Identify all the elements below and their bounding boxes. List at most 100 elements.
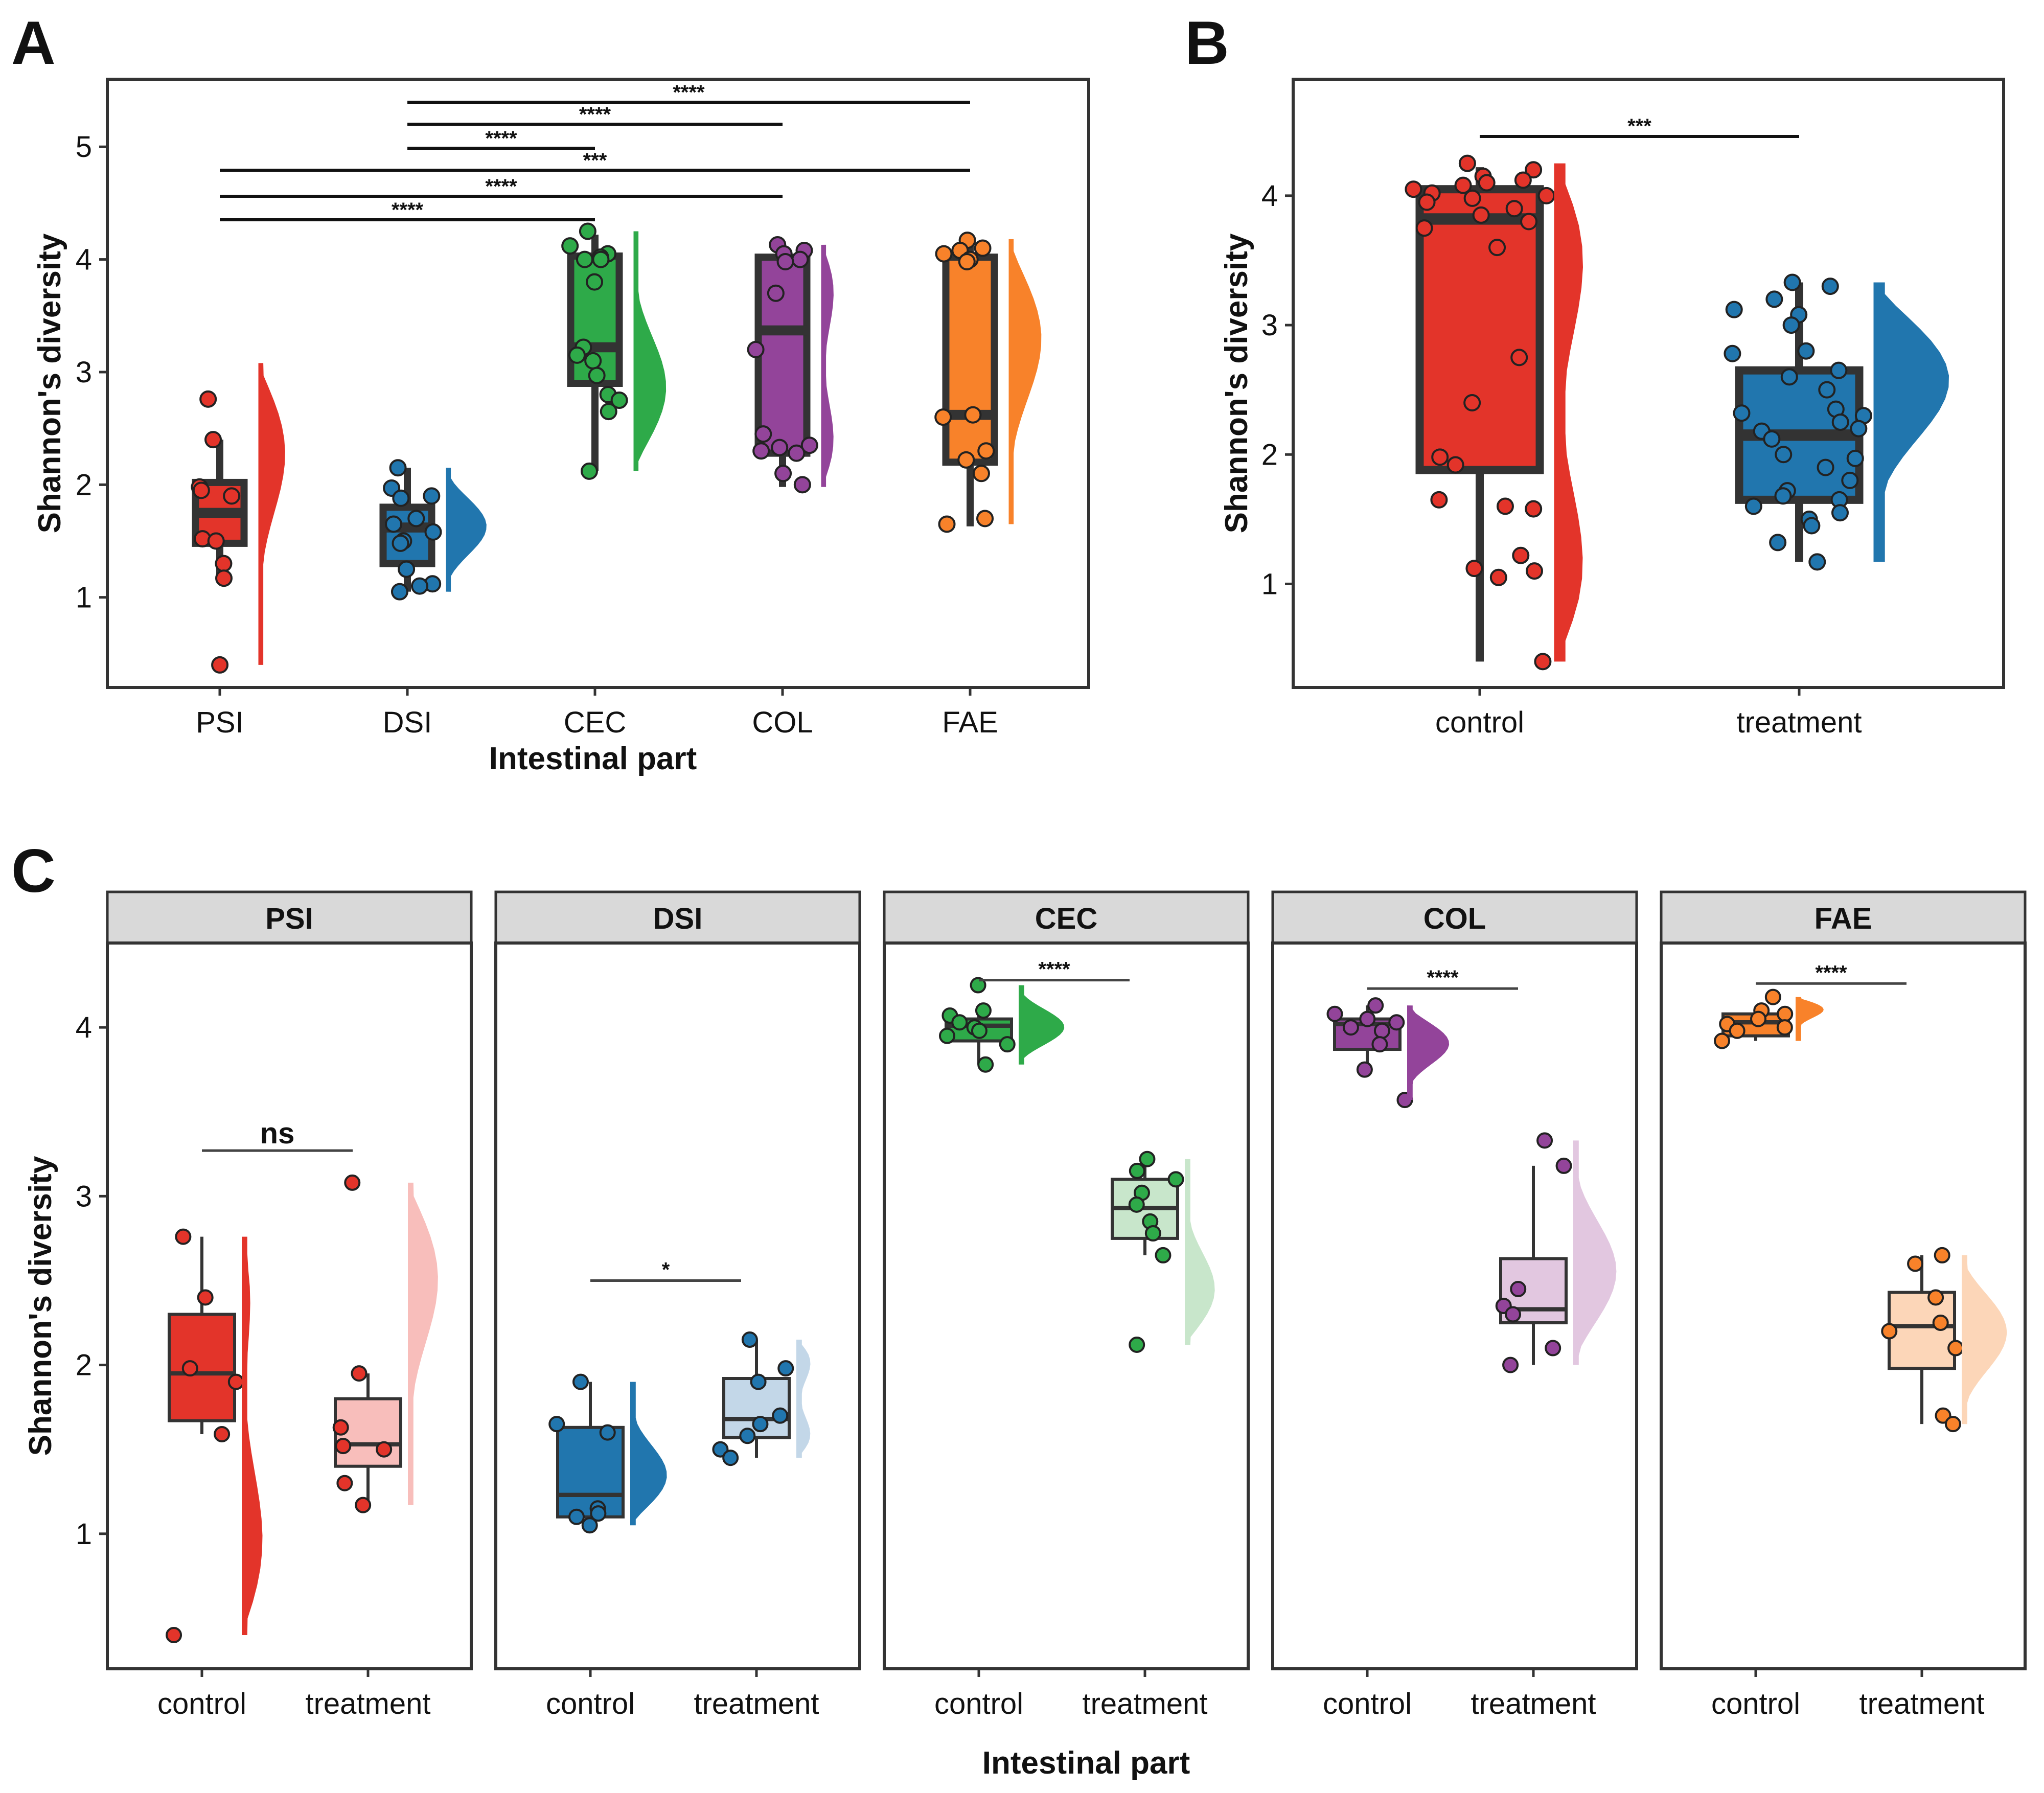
facet-DSI: DSI control treatment * bbox=[494, 890, 861, 1720]
data-point bbox=[1505, 200, 1523, 218]
data-point bbox=[1831, 504, 1849, 522]
data-point bbox=[1850, 420, 1868, 438]
data-point bbox=[1932, 1315, 1949, 1331]
facet-strip-label: COL bbox=[1423, 902, 1486, 935]
panel-c: PSI 1 2 3 4 control treatment ns DSI control treat… bbox=[23, 890, 2027, 1781]
data-point bbox=[752, 442, 770, 460]
data-point bbox=[389, 459, 407, 477]
data-point bbox=[1463, 189, 1481, 207]
data-point bbox=[964, 406, 982, 424]
y-tick-label: 2 bbox=[76, 468, 92, 501]
data-point bbox=[1803, 517, 1821, 535]
data-point bbox=[1502, 1357, 1519, 1373]
box-body bbox=[1888, 1291, 1956, 1370]
box-DSI bbox=[379, 459, 487, 601]
data-point bbox=[1763, 430, 1781, 448]
x-axis-title: Intestinal part bbox=[982, 1745, 1190, 1781]
data-point bbox=[774, 465, 792, 482]
data-point bbox=[1367, 997, 1384, 1014]
data-point bbox=[1525, 161, 1543, 179]
data-point bbox=[754, 425, 772, 443]
x-tick-label: control bbox=[1711, 1687, 1800, 1720]
x-axis-title: Intestinal part bbox=[489, 741, 697, 776]
data-point bbox=[1733, 404, 1751, 422]
data-point bbox=[1725, 301, 1743, 318]
significance-label: * bbox=[662, 1258, 670, 1281]
data-point bbox=[1534, 653, 1552, 671]
data-point bbox=[207, 532, 225, 550]
y-tick-label: 4 bbox=[76, 243, 92, 277]
box-body bbox=[1415, 185, 1544, 474]
box-treatment bbox=[332, 1174, 438, 1513]
significance-label: **** bbox=[579, 103, 611, 126]
data-point bbox=[1525, 562, 1543, 580]
box-PSI bbox=[191, 363, 285, 674]
facet-CEC: CEC control treatment **** bbox=[883, 890, 1250, 1720]
data-point bbox=[1769, 534, 1787, 551]
data-point bbox=[1342, 1019, 1359, 1036]
panel-letter-c: C bbox=[11, 837, 56, 905]
density-half-violin bbox=[633, 231, 667, 471]
density-half-violin bbox=[446, 468, 487, 592]
data-point bbox=[1750, 1010, 1767, 1027]
data-point bbox=[211, 656, 229, 674]
data-point bbox=[1371, 1036, 1388, 1053]
y-tick-label: 3 bbox=[76, 1180, 92, 1213]
data-point bbox=[204, 431, 222, 449]
data-point bbox=[938, 515, 956, 533]
data-point bbox=[1430, 491, 1448, 509]
box-control bbox=[548, 1373, 667, 1534]
data-point bbox=[1405, 180, 1422, 198]
data-point bbox=[223, 487, 241, 505]
data-point bbox=[197, 1289, 214, 1306]
x-tick-label: CEC bbox=[564, 706, 626, 739]
facet-strip-label: CEC bbox=[1035, 902, 1097, 935]
significance-label: **** bbox=[673, 81, 705, 104]
data-point bbox=[1927, 1289, 1944, 1306]
data-point bbox=[175, 1228, 192, 1245]
box-COL bbox=[747, 236, 834, 494]
data-point bbox=[561, 237, 579, 255]
x-tick-label: treatment bbox=[1083, 1687, 1208, 1720]
data-point bbox=[1415, 219, 1433, 237]
data-point bbox=[588, 366, 606, 384]
box-CEC bbox=[561, 222, 667, 480]
data-point bbox=[1881, 1323, 1898, 1340]
data-point bbox=[579, 222, 596, 240]
data-point bbox=[1478, 174, 1496, 192]
data-point bbox=[1536, 1132, 1553, 1149]
data-point bbox=[1775, 446, 1793, 464]
data-point bbox=[351, 1365, 368, 1382]
x-tick-label: treatment bbox=[1737, 706, 1862, 739]
significance-label: ns bbox=[260, 1117, 295, 1150]
density-half-violin bbox=[796, 1340, 811, 1458]
data-point bbox=[1777, 1005, 1794, 1022]
data-point bbox=[1537, 187, 1555, 204]
data-point bbox=[1907, 1255, 1924, 1272]
density-half-violin bbox=[242, 1236, 263, 1635]
box-treatment bbox=[1111, 1151, 1215, 1353]
data-point bbox=[1846, 449, 1864, 467]
data-point bbox=[771, 439, 789, 456]
data-point bbox=[568, 346, 586, 364]
density-half-violin bbox=[408, 1182, 438, 1505]
data-point bbox=[974, 239, 992, 257]
data-point bbox=[772, 1407, 789, 1424]
data-point bbox=[1944, 1416, 1961, 1433]
data-point bbox=[1780, 368, 1798, 386]
data-point bbox=[972, 465, 990, 482]
data-point bbox=[1326, 1005, 1343, 1022]
data-point bbox=[600, 403, 617, 421]
data-point bbox=[215, 569, 233, 587]
significance-label: *** bbox=[1627, 115, 1651, 137]
data-point bbox=[1155, 1247, 1172, 1263]
significance-label: *** bbox=[583, 149, 607, 172]
data-point bbox=[1947, 1340, 1964, 1357]
data-point bbox=[957, 451, 975, 469]
density-half-violin bbox=[630, 1382, 667, 1526]
data-point bbox=[1463, 394, 1481, 411]
density-half-violin bbox=[1573, 1140, 1617, 1365]
data-point bbox=[1373, 1022, 1390, 1039]
data-point bbox=[1144, 1225, 1161, 1242]
